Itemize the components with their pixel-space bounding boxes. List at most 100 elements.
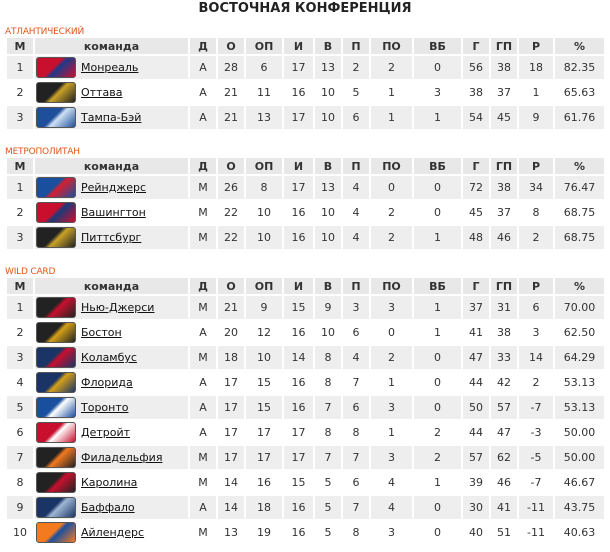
cell: 14	[284, 346, 313, 369]
team-link[interactable]: Филадельфия	[81, 451, 163, 464]
column-header[interactable]: М	[7, 278, 33, 294]
team-link[interactable]: Коламбус	[81, 351, 137, 364]
column-header[interactable]: %	[555, 158, 604, 174]
cell: 0	[414, 496, 461, 519]
cell: -7	[519, 396, 553, 419]
cell: 0	[414, 396, 461, 419]
column-header[interactable]: М	[7, 38, 33, 54]
cell: А	[190, 371, 216, 394]
column-header[interactable]: ПО	[371, 278, 412, 294]
team-link[interactable]: Детройт	[81, 426, 131, 439]
column-header[interactable]: ВБ	[414, 38, 461, 54]
team-logo-icon	[36, 347, 76, 368]
cell: 4	[7, 371, 33, 394]
column-header[interactable]: ОП	[246, 38, 282, 54]
team-link[interactable]: Тампа-Бэй	[81, 111, 142, 124]
column-header[interactable]: И	[284, 38, 313, 54]
team-link[interactable]: Питтсбург	[81, 231, 142, 244]
cell: 5	[315, 471, 341, 494]
cell: 44	[463, 371, 489, 394]
team-link[interactable]: Оттава	[81, 86, 123, 99]
cell: 5	[343, 81, 369, 104]
column-header[interactable]: Д	[190, 278, 216, 294]
cell: 8	[519, 201, 553, 224]
team-logo-icon	[36, 322, 76, 343]
cell: 3	[414, 81, 461, 104]
team-cell: Питтсбург	[35, 226, 188, 249]
column-header[interactable]: ВБ	[414, 158, 461, 174]
cell: 10	[315, 201, 341, 224]
column-header[interactable]: ВБ	[414, 278, 461, 294]
team-link[interactable]: Монреаль	[81, 61, 139, 74]
team-link[interactable]: Айлендерс	[81, 526, 145, 539]
column-header[interactable]: И	[284, 278, 313, 294]
column-header[interactable]: В	[315, 278, 341, 294]
team-cell: Коламбус	[35, 346, 188, 369]
cell: 2	[7, 201, 33, 224]
cell: 38	[491, 176, 517, 199]
column-header[interactable]: Д	[190, 158, 216, 174]
column-header[interactable]: ОП	[246, 158, 282, 174]
team-link[interactable]: Нью-Джерси	[81, 301, 155, 314]
column-header[interactable]: ГП	[491, 38, 517, 54]
column-header[interactable]: М	[7, 158, 33, 174]
team-link[interactable]: Баффало	[81, 501, 135, 514]
team-cell: Нью-Джерси	[35, 296, 188, 319]
column-header[interactable]: О	[218, 38, 244, 54]
cell: 4	[343, 176, 369, 199]
column-header[interactable]: ОП	[246, 278, 282, 294]
team-cell: Тампа-Бэй	[35, 106, 188, 129]
team-link[interactable]: Бостон	[81, 326, 122, 339]
cell: 68.75	[555, 226, 604, 249]
team-cell: Рейнджерс	[35, 176, 188, 199]
cell: 50.00	[555, 446, 604, 469]
cell: 0	[414, 346, 461, 369]
column-header[interactable]: Р	[519, 158, 553, 174]
column-header[interactable]: О	[218, 158, 244, 174]
team-link[interactable]: Рейнджерс	[81, 181, 147, 194]
column-header[interactable]: ПО	[371, 38, 412, 54]
cell: -5	[519, 446, 553, 469]
column-header[interactable]: Г	[463, 278, 489, 294]
column-header[interactable]: И	[284, 158, 313, 174]
table-row: 7 Филадельфия М 17 17 17 7 7 3 2 57 62 -5 50.00	[7, 446, 604, 469]
cell: 10	[246, 346, 282, 369]
cell: 13	[218, 521, 244, 544]
column-header[interactable]: Г	[463, 158, 489, 174]
column-header[interactable]: Р	[519, 38, 553, 54]
column-header[interactable]: П	[343, 278, 369, 294]
team-link[interactable]: Каролина	[81, 476, 138, 489]
column-header[interactable]: команда	[35, 278, 188, 294]
column-header[interactable]: В	[315, 38, 341, 54]
team-link[interactable]: Вашингтон	[81, 206, 146, 219]
column-header[interactable]: команда	[35, 38, 188, 54]
column-header[interactable]: ГП	[491, 278, 517, 294]
cell: 38	[491, 321, 517, 344]
column-header[interactable]: %	[555, 38, 604, 54]
team-link[interactable]: Флорида	[81, 376, 133, 389]
cell: 76.47	[555, 176, 604, 199]
cell: 3	[371, 446, 412, 469]
team-link[interactable]: Торонто	[81, 401, 129, 414]
cell: 9	[315, 296, 341, 319]
cell: 17	[284, 176, 313, 199]
column-header[interactable]: %	[555, 278, 604, 294]
column-header[interactable]: ПО	[371, 158, 412, 174]
column-header[interactable]: П	[343, 158, 369, 174]
column-header[interactable]: Р	[519, 278, 553, 294]
cell: 4	[343, 201, 369, 224]
column-header[interactable]: Д	[190, 38, 216, 54]
cell: 2	[519, 226, 553, 249]
column-header[interactable]: В	[315, 158, 341, 174]
table-row: 2 Оттава А 21 11 16 10 5 1 3 38 37 1 65.63	[7, 81, 604, 104]
column-header[interactable]: команда	[35, 158, 188, 174]
column-header[interactable]: О	[218, 278, 244, 294]
column-header[interactable]: Г	[463, 38, 489, 54]
column-header[interactable]: ГП	[491, 158, 517, 174]
section-label: WILD CARD	[5, 267, 56, 277]
column-header[interactable]: П	[343, 38, 369, 54]
cell: 9	[246, 296, 282, 319]
